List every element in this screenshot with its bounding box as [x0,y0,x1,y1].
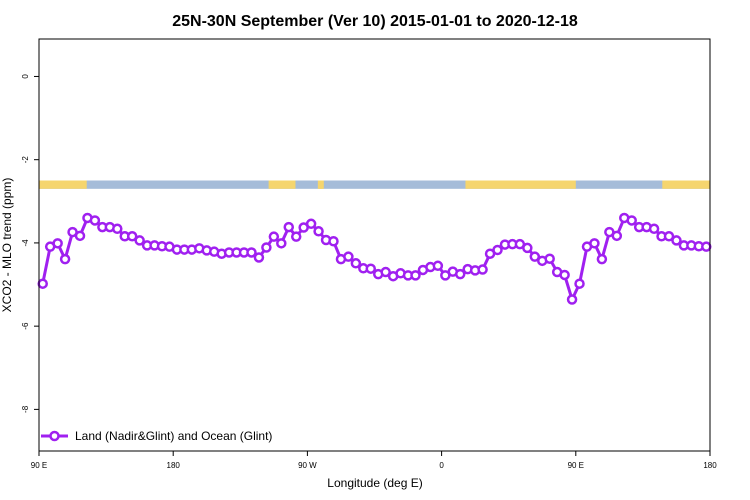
data-point [134,235,145,246]
data-point [112,223,123,235]
land-segment [662,180,710,189]
data-point [611,230,623,242]
land-segment [39,180,87,189]
data-point [37,278,48,289]
data-point [522,242,533,254]
y-tick-label: 0 [21,74,30,79]
data-point [74,230,86,242]
data-point [59,253,71,265]
land-segment [465,180,576,189]
data-point [89,215,101,226]
data-point [126,231,138,242]
data-point [410,270,421,281]
land-segment [317,180,324,189]
y-tick-label: -2 [21,156,30,164]
data-point [343,251,354,262]
data-point [246,247,257,258]
x-tick-label: 90 E [568,461,584,470]
plot-frame [38,38,711,452]
data-point [574,278,585,289]
data-point [589,238,600,249]
legend-marker [49,430,60,442]
data-point [529,251,541,262]
data-point [648,223,660,235]
data-point [328,236,339,247]
data-point [305,218,317,230]
land-segment [268,180,296,189]
data-point [544,253,555,264]
data-point [52,238,63,249]
data-point [596,253,608,265]
data-point [566,294,578,305]
y-tick-label: -8 [21,405,30,413]
data-point [268,231,280,242]
x-tick-label: 90 W [298,461,317,470]
data-point [432,260,444,272]
x-tick-label: 0 [439,461,444,470]
data-point [253,252,265,263]
data-point [365,263,377,274]
data-point [477,264,488,275]
data-point [261,242,272,253]
data-point [671,235,682,246]
data-point [290,231,302,242]
data-point [454,268,466,280]
data-point [626,215,637,226]
x-tick-label: 90 E [31,461,47,470]
x-axis-label: Longitude (deg E) [327,476,422,490]
data-point [701,241,712,252]
land-ocean-strip [39,180,710,189]
data-point [492,244,503,256]
y-axis-label: XCO2 - MLO trend (ppm) [0,178,14,313]
ocean-band [39,180,710,189]
data-point [663,231,675,242]
y-tick-label: -6 [21,322,30,330]
legend: Land (Nadir&Glint) and Ocean (Glint) [41,429,272,443]
chart-title: 25N-30N September (Ver 10) 2015-01-01 to… [172,13,578,30]
data-point [380,266,391,278]
data-point [313,226,324,237]
legend-label: Land (Nadir&Glint) and Ocean (Glint) [75,429,272,443]
x-tick-label: 180 [167,461,181,470]
x-tick-label: 180 [703,461,717,470]
data-point [559,269,570,281]
data-point [350,258,362,269]
y-tick-label: -4 [21,239,30,247]
data-point [276,238,287,249]
data-point [283,221,295,233]
